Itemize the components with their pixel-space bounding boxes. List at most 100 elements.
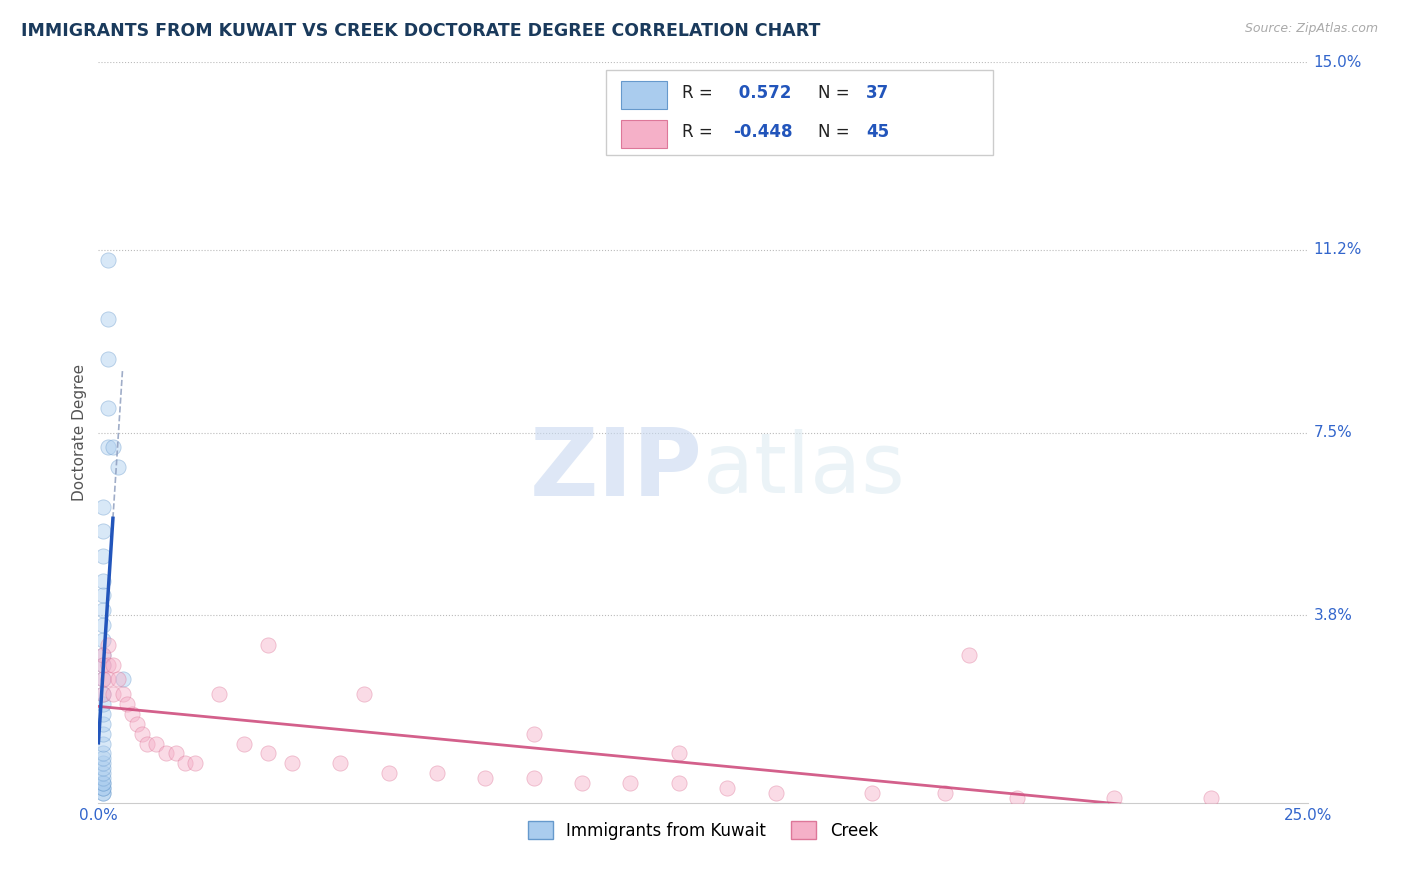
Point — [91, 549, 114, 563]
Point — [117, 697, 139, 711]
Point — [91, 771, 114, 785]
Point — [97, 351, 120, 366]
Point — [91, 786, 114, 800]
Point — [934, 786, 956, 800]
Point — [97, 657, 120, 672]
Text: Source: ZipAtlas.com: Source: ZipAtlas.com — [1244, 22, 1378, 36]
Point — [145, 737, 167, 751]
Point — [426, 766, 449, 780]
Text: R =: R = — [682, 123, 718, 141]
Text: 11.2%: 11.2% — [1313, 243, 1362, 258]
Point — [91, 716, 114, 731]
Point — [91, 780, 114, 795]
Point — [91, 751, 114, 765]
FancyBboxPatch shape — [621, 81, 666, 109]
FancyBboxPatch shape — [606, 70, 993, 155]
Text: 15.0%: 15.0% — [1313, 55, 1362, 70]
Point — [91, 687, 114, 701]
Point — [97, 638, 120, 652]
Point — [107, 673, 129, 687]
FancyBboxPatch shape — [621, 120, 666, 148]
Point — [668, 776, 690, 790]
Text: -0.448: -0.448 — [734, 123, 793, 141]
Point — [97, 252, 120, 267]
Point — [256, 747, 278, 761]
Text: ZIP: ZIP — [530, 424, 703, 516]
Point — [91, 747, 114, 761]
Point — [127, 716, 149, 731]
Point — [91, 727, 114, 741]
Point — [155, 747, 177, 761]
Point — [91, 603, 114, 617]
Point — [91, 657, 114, 672]
Point — [91, 780, 114, 795]
Point — [184, 756, 207, 771]
Text: N =: N = — [818, 123, 855, 141]
Point — [91, 706, 114, 721]
Point — [957, 648, 980, 662]
Point — [619, 776, 641, 790]
Point — [91, 756, 114, 771]
Text: 7.5%: 7.5% — [1313, 425, 1353, 440]
Text: atlas: atlas — [703, 429, 904, 510]
Text: 37: 37 — [866, 84, 890, 102]
Point — [91, 766, 114, 780]
Point — [121, 706, 143, 721]
Point — [571, 776, 593, 790]
Point — [97, 401, 120, 415]
Point — [111, 673, 134, 687]
Point — [91, 618, 114, 632]
Text: N =: N = — [818, 84, 855, 102]
Point — [91, 776, 114, 790]
Point — [765, 786, 787, 800]
Point — [860, 786, 883, 800]
Point — [91, 673, 114, 687]
Point — [91, 648, 114, 662]
Point — [716, 780, 738, 795]
Point — [91, 589, 114, 603]
Point — [101, 657, 124, 672]
Point — [668, 747, 690, 761]
Point — [165, 747, 187, 761]
Point — [232, 737, 254, 751]
Point — [91, 687, 114, 701]
Text: 3.8%: 3.8% — [1313, 607, 1353, 623]
Text: IMMIGRANTS FROM KUWAIT VS CREEK DOCTORATE DEGREE CORRELATION CHART: IMMIGRANTS FROM KUWAIT VS CREEK DOCTORAT… — [21, 22, 821, 40]
Point — [1102, 790, 1125, 805]
Point — [1007, 790, 1029, 805]
Point — [135, 737, 157, 751]
Point — [91, 657, 114, 672]
Point — [91, 761, 114, 775]
Point — [281, 756, 304, 771]
Point — [91, 500, 114, 514]
Point — [174, 756, 197, 771]
Point — [377, 766, 399, 780]
Point — [91, 673, 114, 687]
Point — [97, 312, 120, 326]
Point — [111, 687, 134, 701]
Point — [131, 727, 153, 741]
Point — [97, 673, 120, 687]
Point — [208, 687, 231, 701]
Point — [523, 771, 546, 785]
Point — [101, 687, 124, 701]
Point — [91, 786, 114, 800]
Text: R =: R = — [682, 84, 718, 102]
Y-axis label: Doctorate Degree: Doctorate Degree — [72, 364, 87, 501]
Point — [523, 727, 546, 741]
Text: 45: 45 — [866, 123, 890, 141]
Point — [91, 574, 114, 588]
Point — [91, 697, 114, 711]
Text: 0.572: 0.572 — [734, 84, 792, 102]
Point — [91, 648, 114, 662]
Point — [91, 524, 114, 539]
Point — [97, 441, 120, 455]
Point — [353, 687, 375, 701]
Legend: Immigrants from Kuwait, Creek: Immigrants from Kuwait, Creek — [522, 814, 884, 847]
Point — [256, 638, 278, 652]
Point — [107, 460, 129, 475]
Point — [329, 756, 352, 771]
Point — [1199, 790, 1222, 805]
Point — [91, 632, 114, 647]
Point — [91, 776, 114, 790]
